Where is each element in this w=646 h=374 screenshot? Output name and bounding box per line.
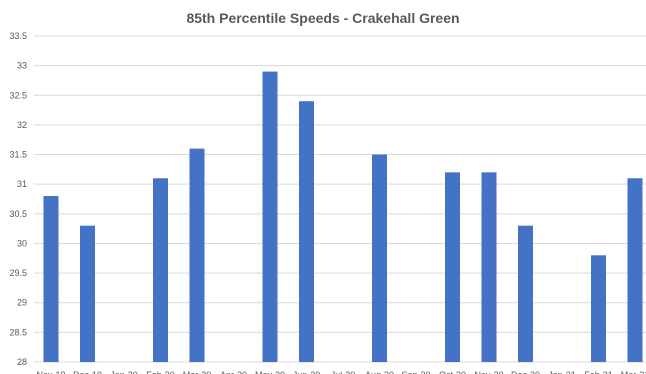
x-tick-label: Nov-20 [474,370,503,374]
x-tick-label: Feb-21 [584,370,613,374]
x-tick-label: Feb-20 [146,370,175,374]
y-tick-label: 30.5 [9,209,27,219]
x-tick-label: May-20 [255,370,285,374]
x-tick-label: Jun-20 [293,370,321,374]
bar [189,148,205,362]
bar [299,101,314,362]
x-tick-label: Mar-20 [183,370,212,374]
y-tick-label: 31 [17,179,27,189]
bar [518,225,533,362]
y-tick-label: 33 [17,61,27,71]
x-tick-label: Mar-21 [621,370,646,374]
bar [445,172,460,362]
x-tick-label: Dec-19 [73,370,102,374]
chart-title: 85th Percentile Speeds - Crakehall Green [186,10,460,26]
y-tick-label: 31.5 [9,150,27,160]
bar [43,196,59,362]
y-tick-label: 30 [17,238,27,248]
x-tick-label: Jul-20 [331,370,356,374]
bar [153,178,168,362]
x-tick-label: Aug-20 [365,370,394,374]
bar [481,172,497,362]
x-tick-label: Nov-19 [36,370,65,374]
y-tick-label: 28.5 [9,327,27,337]
y-tick-label: 29.5 [9,268,27,278]
x-tick-label: Dec-20 [511,370,540,374]
bar [262,71,278,363]
x-tick-label: Jan-20 [110,370,138,374]
x-tick-label: Sep-20 [401,370,430,374]
bar [591,255,606,362]
bar [80,225,95,362]
y-tick-label: 28 [17,357,27,367]
x-tick-label: Oct-20 [439,370,466,374]
x-tick-label: Apr-20 [220,370,247,374]
bar [372,154,387,362]
y-tick-label: 29 [17,298,27,308]
y-tick-label: 33.5 [9,31,27,41]
bar [627,178,643,362]
y-tick-label: 32 [17,120,27,130]
y-tick-label: 32.5 [9,90,27,100]
x-tick-label: Jan-21 [548,370,576,374]
